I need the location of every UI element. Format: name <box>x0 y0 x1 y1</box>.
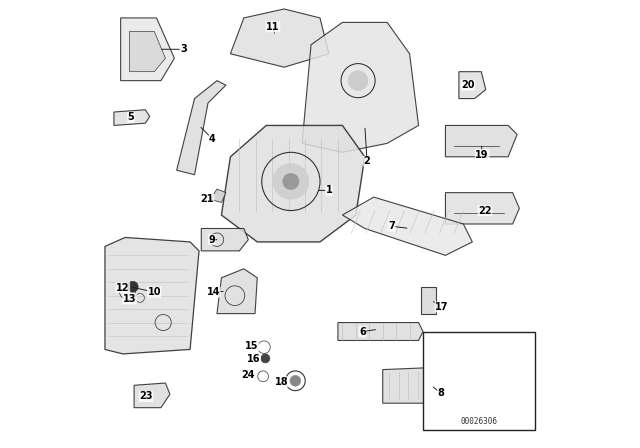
Polygon shape <box>130 31 165 72</box>
Text: 15: 15 <box>245 341 259 351</box>
Text: 10: 10 <box>147 287 161 297</box>
Text: 4: 4 <box>209 134 216 144</box>
Circle shape <box>290 375 301 386</box>
FancyBboxPatch shape <box>423 332 535 430</box>
Polygon shape <box>134 383 170 408</box>
Polygon shape <box>428 372 499 417</box>
Polygon shape <box>383 367 450 403</box>
Circle shape <box>273 164 309 199</box>
Text: 22: 22 <box>478 206 492 215</box>
Text: 6: 6 <box>359 327 366 336</box>
Polygon shape <box>338 323 423 340</box>
Polygon shape <box>210 189 226 202</box>
Text: 18: 18 <box>275 377 289 387</box>
Polygon shape <box>421 287 436 314</box>
Text: 20: 20 <box>461 80 475 90</box>
Text: 3: 3 <box>180 44 187 54</box>
Text: 21: 21 <box>200 194 214 204</box>
Polygon shape <box>105 237 199 354</box>
Circle shape <box>127 281 138 292</box>
Text: 1: 1 <box>326 185 332 195</box>
Polygon shape <box>202 228 248 251</box>
Text: 8: 8 <box>438 388 444 398</box>
Polygon shape <box>177 81 226 175</box>
Text: 7: 7 <box>388 221 395 231</box>
Text: 12: 12 <box>116 283 130 293</box>
Text: 19: 19 <box>476 150 489 159</box>
Circle shape <box>261 354 270 363</box>
Polygon shape <box>302 22 419 152</box>
Polygon shape <box>445 125 517 157</box>
Text: 13: 13 <box>123 294 136 304</box>
Circle shape <box>348 71 368 90</box>
Text: 23: 23 <box>140 392 153 401</box>
Polygon shape <box>459 72 486 99</box>
Text: 16: 16 <box>247 354 260 364</box>
Text: 9: 9 <box>208 235 215 245</box>
Text: 11: 11 <box>266 22 280 32</box>
Text: 2: 2 <box>364 156 371 166</box>
Text: 14: 14 <box>207 287 220 297</box>
Text: 24: 24 <box>241 370 255 380</box>
Polygon shape <box>445 193 520 224</box>
Polygon shape <box>436 376 454 403</box>
Polygon shape <box>121 18 174 81</box>
Text: 00026306: 00026306 <box>461 417 497 426</box>
Polygon shape <box>342 197 472 255</box>
Text: 17: 17 <box>435 302 449 312</box>
Polygon shape <box>114 110 150 125</box>
Circle shape <box>283 173 299 190</box>
Polygon shape <box>230 9 329 67</box>
Polygon shape <box>221 125 365 242</box>
Polygon shape <box>217 269 257 314</box>
Text: 5: 5 <box>127 112 134 122</box>
